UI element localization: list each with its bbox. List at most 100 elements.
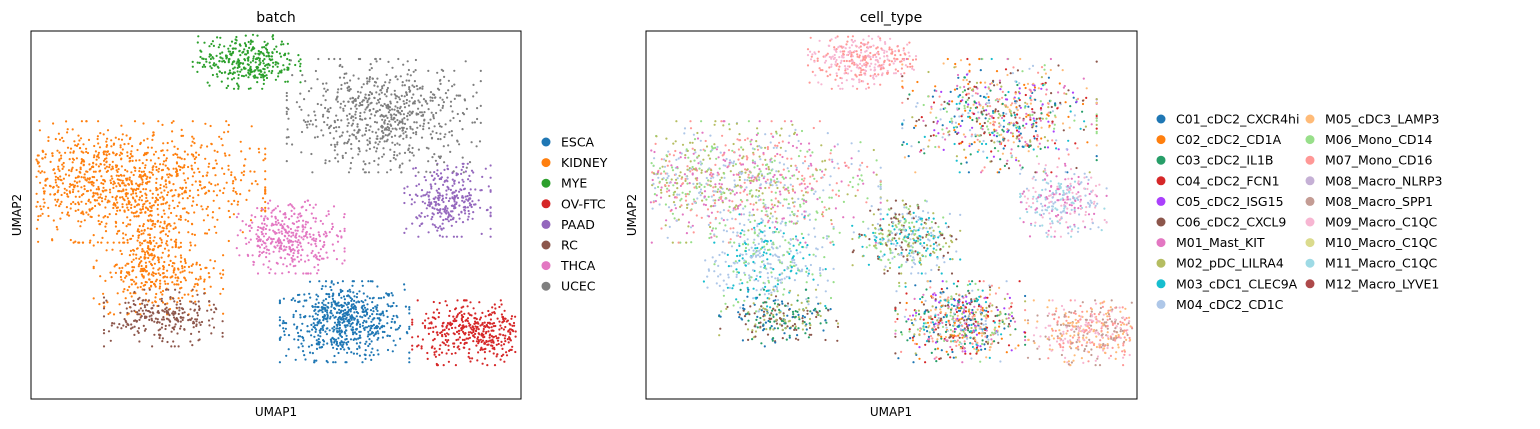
- scatter-point: [732, 231, 735, 234]
- scatter-point: [384, 134, 387, 137]
- scatter-point: [357, 320, 360, 323]
- scatter-point: [468, 174, 471, 177]
- scatter-point: [408, 308, 411, 311]
- scatter-point: [51, 238, 54, 241]
- scatter-point: [366, 139, 369, 142]
- scatter-point: [172, 297, 175, 300]
- scatter-point: [349, 107, 353, 110]
- scatter-point: [650, 241, 653, 244]
- scatter-point: [771, 184, 774, 187]
- scatter-point: [178, 246, 181, 249]
- scatter-point: [213, 260, 217, 263]
- scatter-point: [415, 216, 418, 219]
- scatter-point: [130, 203, 133, 206]
- scatter-point: [62, 165, 65, 168]
- scatter-point: [56, 200, 59, 203]
- scatter-point: [156, 207, 159, 211]
- scatter-point: [346, 314, 349, 317]
- scatter-point: [89, 189, 92, 192]
- scatter-point: [330, 303, 333, 306]
- scatter-point: [361, 324, 364, 327]
- scatter-point: [500, 313, 503, 316]
- scatter-point: [312, 216, 315, 220]
- scatter-point: [413, 100, 416, 103]
- scatter-point: [343, 82, 346, 85]
- scatter-point: [824, 55, 827, 58]
- scatter-point: [127, 182, 130, 186]
- scatter-point: [225, 120, 228, 123]
- scatter-point: [325, 82, 328, 85]
- scatter-point: [338, 135, 341, 138]
- scatter-point: [488, 336, 491, 339]
- scatter-point: [120, 152, 124, 155]
- scatter-point: [415, 112, 418, 115]
- scatter-point: [138, 318, 141, 321]
- scatter-point: [310, 251, 313, 255]
- scatter-point: [187, 231, 190, 234]
- scatter-point: [169, 189, 172, 192]
- scatter-point: [61, 163, 64, 166]
- scatter-point: [364, 163, 367, 166]
- scatter-point: [315, 245, 318, 248]
- scatter-point: [124, 264, 127, 267]
- scatter-point: [361, 134, 364, 137]
- scatter-point: [399, 121, 402, 124]
- scatter-point: [750, 176, 753, 179]
- scatter-point: [888, 63, 891, 67]
- scatter-point: [133, 166, 136, 169]
- scatter-point: [88, 241, 91, 244]
- scatter-point: [307, 259, 310, 262]
- scatter-point: [455, 94, 458, 97]
- scatter-point: [422, 128, 425, 131]
- scatter-point: [151, 258, 154, 261]
- scatter-point: [375, 147, 379, 150]
- scatter-point: [500, 327, 503, 330]
- scatter-point: [191, 263, 194, 266]
- scatter-point: [130, 206, 133, 209]
- scatter-point: [145, 266, 148, 269]
- scatter-point: [462, 196, 465, 199]
- scatter-point: [163, 310, 166, 313]
- scatter-point: [274, 216, 277, 219]
- scatter-point: [190, 164, 193, 167]
- scatter-point: [853, 39, 857, 42]
- scatter-point: [321, 115, 325, 118]
- scatter-point: [262, 228, 265, 231]
- scatter-point: [144, 188, 148, 191]
- scatter-point: [227, 239, 230, 243]
- scatter-point: [426, 357, 429, 360]
- scatter-point: [455, 166, 458, 169]
- scatter-point: [466, 320, 469, 323]
- scatter-point: [314, 118, 317, 122]
- scatter-point: [147, 214, 150, 217]
- scatter-point: [74, 144, 77, 147]
- scatter-point: [435, 189, 438, 192]
- scatter-point: [171, 265, 174, 268]
- scatter-point: [441, 341, 444, 344]
- scatter-point: [442, 218, 445, 222]
- scatter-point: [304, 220, 308, 223]
- scatter-point: [464, 170, 467, 173]
- scatter-point: [477, 351, 480, 354]
- scatter-point: [429, 133, 432, 136]
- scatter-point: [195, 289, 198, 292]
- scatter-point: [405, 91, 408, 94]
- scatter-point: [493, 348, 496, 351]
- scatter-point: [368, 108, 372, 112]
- scatter-point: [371, 297, 374, 300]
- scatter-point: [42, 198, 45, 201]
- scatter-point: [439, 344, 442, 347]
- scatter-point: [79, 166, 82, 169]
- scatter-point: [142, 225, 145, 228]
- scatter-point: [457, 324, 461, 328]
- scatter-point: [834, 60, 837, 64]
- scatter-point: [73, 140, 76, 143]
- scatter-point: [387, 133, 390, 136]
- scatter-point: [214, 184, 217, 187]
- scatter-point: [227, 84, 230, 87]
- scatter-point: [343, 312, 346, 315]
- scatter-point: [450, 134, 454, 137]
- scatter-point: [459, 341, 462, 345]
- scatter-point: [322, 94, 325, 97]
- scatter-point: [250, 49, 253, 52]
